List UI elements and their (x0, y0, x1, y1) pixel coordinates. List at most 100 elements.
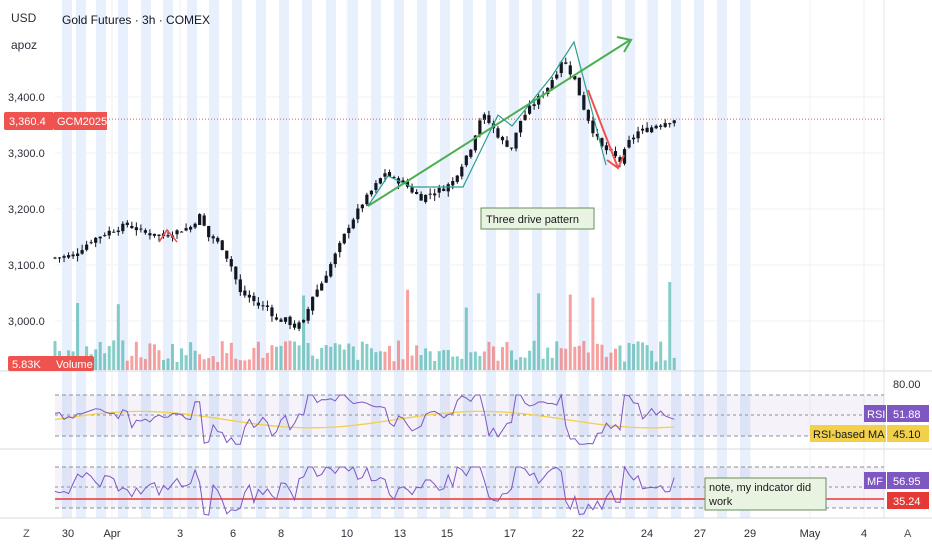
candle-body (202, 215, 206, 226)
time-axis[interactable]: 30 Apr 3 6 8 10 13 15 17 22 24 27 29 May 4 (62, 528, 867, 540)
trend-arrow-line[interactable] (367, 39, 631, 207)
session-band (509, 0, 519, 518)
candle-body (604, 145, 609, 151)
three-drive-path[interactable] (367, 40, 607, 207)
price-axis[interactable]: 3,400.0 3,300.0 3,200.0 3,100.0 3,000.0 (8, 92, 45, 328)
volume-bar (496, 360, 500, 370)
note-label-line1: note, my indcator did (709, 482, 811, 494)
session-band (625, 0, 635, 518)
pattern-label: Three drive pattern (486, 214, 579, 226)
candle-body (247, 294, 251, 298)
volume-bar (550, 357, 554, 370)
volume-bar (469, 352, 473, 370)
volume-bar (211, 356, 215, 370)
volume-bar (369, 348, 373, 370)
volume-bar (130, 355, 134, 370)
volume-bar (342, 349, 346, 370)
auto-scale-icon[interactable]: A (904, 528, 912, 540)
candle-body (555, 74, 559, 79)
candle-body (76, 253, 80, 257)
rsi-pane[interactable]: 80.00 (54, 379, 921, 445)
candle-body (107, 230, 111, 236)
volume-bar (428, 351, 432, 370)
candle-body (631, 137, 636, 140)
volume-bar (252, 347, 256, 370)
candle-body (184, 228, 188, 231)
volume-badge: 5.83K Volume (8, 356, 94, 371)
candle-body (672, 120, 676, 124)
mf-name-badge: MF (867, 476, 883, 488)
last-price-badge-bg (4, 112, 54, 130)
time-tick-label: 4 (861, 528, 867, 540)
candle-body (564, 62, 568, 64)
candle-body (419, 193, 423, 201)
volume-bar (464, 307, 468, 370)
volume-bar (591, 297, 595, 370)
volume-bar (256, 341, 260, 370)
symbol-title[interactable]: Gold Futures · 3h · COMEX (62, 13, 210, 27)
volume-bar (112, 340, 116, 370)
volume-bar (180, 348, 184, 370)
session-band (394, 0, 404, 518)
volume-bar (505, 341, 509, 370)
volume-bar (193, 350, 197, 370)
candle-body (663, 123, 667, 127)
currency-label[interactable]: USD (11, 11, 37, 25)
volume-bar (383, 351, 387, 370)
candle-body (641, 128, 645, 131)
volume-label: Volume (56, 359, 93, 371)
pattern-label-box[interactable] (480, 207, 595, 230)
session-band (326, 0, 336, 518)
candle-body (243, 290, 247, 296)
volume-bar (152, 344, 156, 370)
volume-bar (157, 350, 161, 370)
time-tick-label: Apr (103, 528, 120, 540)
rsi-ma-line (54, 410, 675, 429)
candle-body (618, 157, 622, 163)
candle-body (198, 214, 202, 225)
candle-body (229, 259, 233, 267)
candle-body (270, 307, 274, 317)
volume-bar (487, 341, 491, 370)
volume-bar (609, 352, 613, 370)
candle-body (342, 233, 346, 244)
mf-pane[interactable]: note, my indcator did work (54, 465, 884, 516)
drawing-tools[interactable]: Three drive pattern (158, 36, 633, 243)
session-band (232, 0, 242, 518)
volume-bar (148, 343, 152, 370)
volume-bar (171, 344, 175, 370)
candle-body (550, 80, 554, 90)
symbol-badge-bg (54, 112, 107, 130)
candle-body (473, 135, 477, 151)
session-band (96, 0, 106, 518)
volume-bar (577, 345, 581, 370)
candle-body (130, 225, 134, 229)
volume-bar (582, 341, 586, 370)
candle-body (464, 155, 468, 166)
volume-bar (143, 359, 147, 370)
candle-body (424, 194, 428, 202)
candle-body (347, 227, 351, 234)
volume-bar (365, 343, 369, 370)
volume-bar (573, 346, 577, 370)
price-candles[interactable] (53, 57, 676, 332)
note-box[interactable] (704, 477, 827, 511)
price-tick-label: 3,200.0 (8, 204, 45, 216)
candle-body (600, 138, 604, 147)
session-band (209, 0, 219, 518)
candle-body (329, 264, 333, 277)
sell-arrow-head (606, 154, 625, 170)
time-tick-label: 17 (504, 528, 516, 540)
volume-bar (184, 355, 188, 370)
candle-body (302, 319, 306, 323)
candle-body (98, 236, 102, 239)
candle-body (374, 183, 378, 190)
session-band (302, 0, 312, 518)
volume-bar (293, 341, 297, 370)
zoom-reset-icon[interactable]: Z (23, 528, 30, 540)
volume-bar (623, 361, 627, 370)
sell-arrow-line (587, 89, 619, 169)
candle-body (261, 305, 265, 307)
